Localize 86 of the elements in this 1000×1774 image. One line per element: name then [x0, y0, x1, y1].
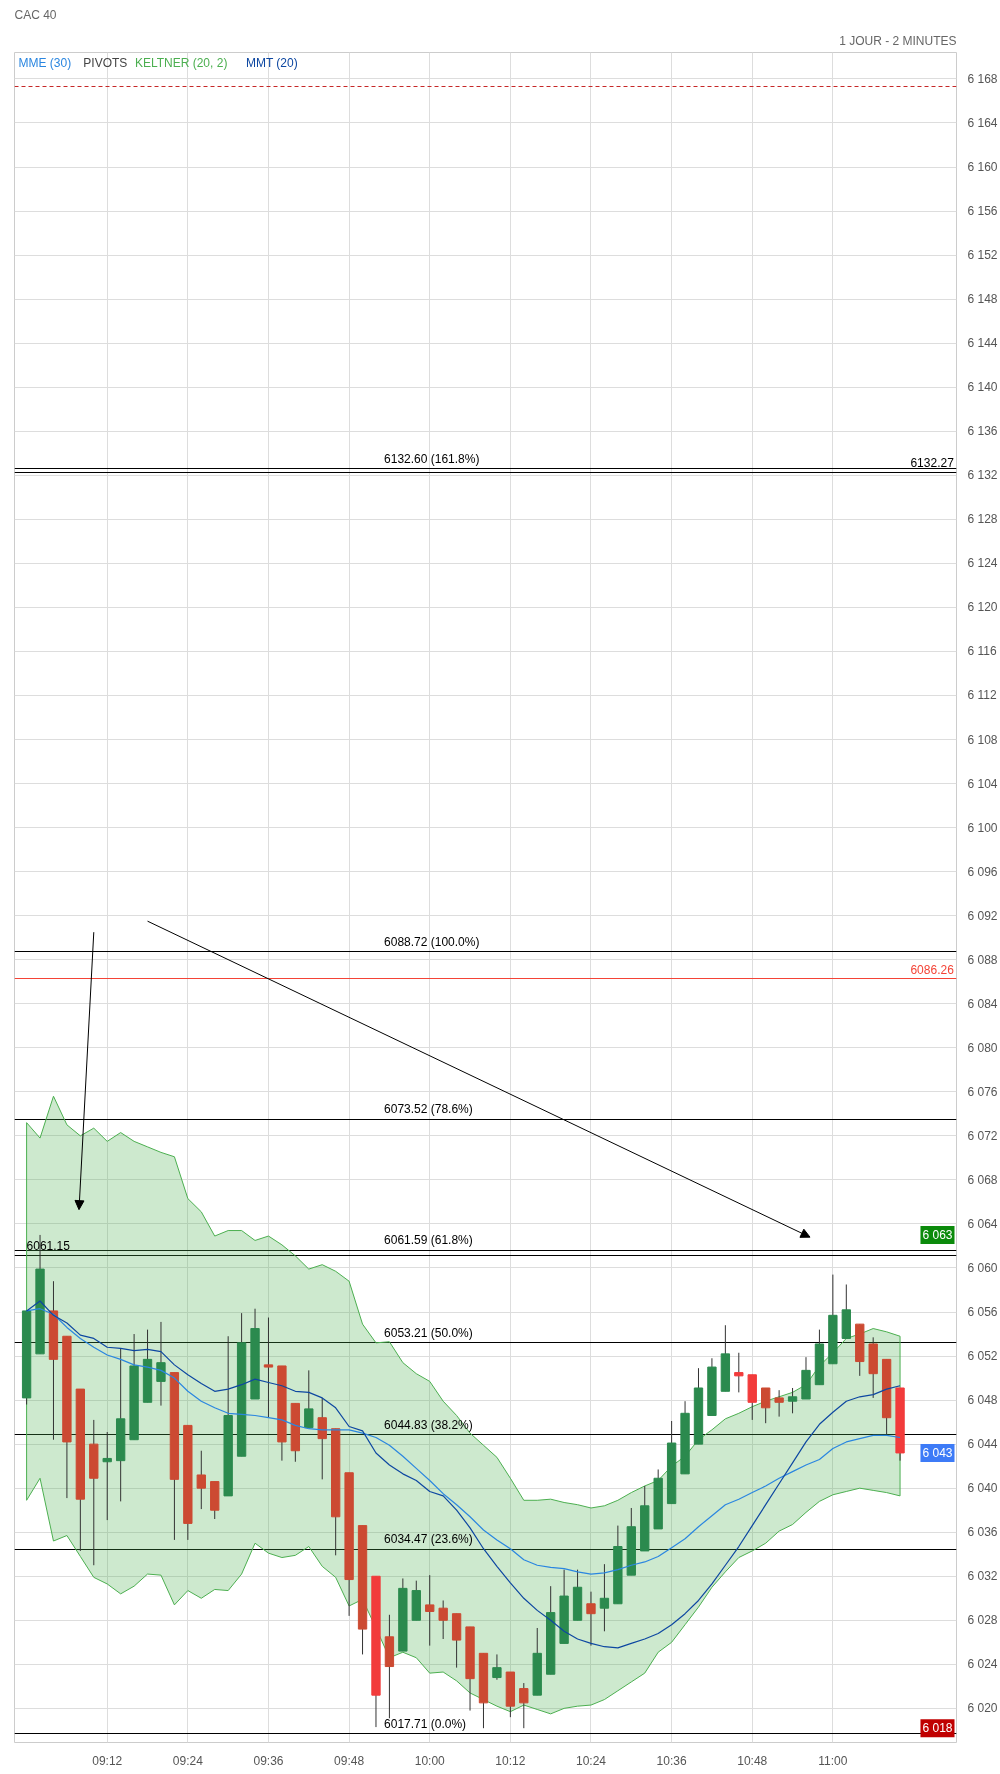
text: MMT (20) — [245, 55, 298, 70]
x-tick-label: 09:48 — [334, 1753, 365, 1768]
y-tick-label: 6 048 — [967, 1393, 998, 1408]
line-series — [25, 1308, 901, 1575]
ref-line-label: 6034.47 (23.6%) — [384, 1532, 473, 1547]
x-tick-label: 11:00 — [818, 1753, 848, 1768]
chart-title: CAC 40 — [14, 7, 57, 22]
text: 6 018 — [922, 1721, 953, 1736]
x-tick-label: 09:24 — [172, 1753, 204, 1768]
candlestick — [438, 1599, 448, 1640]
line-series — [25, 1300, 901, 1649]
ref-line-label: 6044.83 (38.2%) — [384, 1418, 473, 1432]
ref-line-label: 6053.21 (50.0%) — [384, 1325, 473, 1340]
y-tick-label: 6 164 — [967, 115, 998, 130]
ref-line-label: 6073.52 (78.6%) — [384, 1102, 473, 1117]
y-tick-label: 6 076 — [967, 1084, 998, 1099]
candlestick — [761, 1387, 771, 1424]
candlestick — [599, 1563, 610, 1632]
candlestick — [519, 1682, 529, 1729]
y-tick-label: 6 144 — [967, 336, 998, 351]
candlestick — [102, 1431, 112, 1521]
candlestick — [263, 1317, 274, 1419]
candlestick — [586, 1591, 596, 1647]
ref-line-label: 6017.71 (0.0%) — [384, 1716, 467, 1731]
y-tick-label: 6 120 — [967, 600, 998, 615]
y-tick-label: 6 104 — [967, 776, 998, 791]
y-tick-label: 6 020 — [967, 1701, 998, 1716]
ref-line-label: 6088.72 (100.0%) — [384, 934, 480, 949]
candlestick — [492, 1653, 502, 1681]
chart-subtitle: 1 JOUR - 2 MINUTES — [839, 33, 957, 48]
ref-line-label: 6132.27 — [910, 456, 955, 471]
x-tick-label: 10:12 — [495, 1753, 526, 1768]
y-tick-label: 6 060 — [967, 1260, 998, 1275]
candlestick — [304, 1369, 314, 1429]
y-tick-label: 6 032 — [967, 1569, 998, 1584]
x-tick-label: 09:36 — [253, 1753, 284, 1768]
y-tick-label: 6 096 — [967, 864, 998, 879]
x-tick-label: 10:00 — [414, 1753, 446, 1768]
y-tick-label: 6 036 — [967, 1525, 998, 1540]
y-tick-label: 6 088 — [967, 952, 998, 967]
y-tick-label: 6 092 — [967, 908, 998, 923]
text: MME (30) — [18, 55, 72, 70]
candlestick — [787, 1387, 798, 1414]
x-tick-label: 10:48 — [737, 1753, 768, 1768]
y-tick-label: 6 068 — [967, 1172, 998, 1187]
y-tick-label: 6 072 — [967, 1128, 998, 1143]
y-tick-label: 6 168 — [967, 71, 998, 86]
y-tick-label: 6 080 — [967, 1040, 998, 1055]
candlestick — [425, 1574, 435, 1647]
y-tick-label: 6 112 — [967, 688, 997, 703]
y-tick-label: 6 040 — [967, 1481, 998, 1496]
candlestick — [734, 1352, 744, 1393]
candlestick — [156, 1321, 166, 1407]
y-tick-label: 6 028 — [967, 1613, 998, 1628]
ref-line-label: 6132.60 (161.8%) — [384, 451, 480, 466]
y-tick-label: 6 148 — [967, 292, 998, 307]
y-tick-label: 6 108 — [967, 732, 998, 747]
candlestick — [196, 1450, 206, 1510]
annotation: PIVOTS — [83, 55, 128, 70]
candlestick — [317, 1397, 327, 1480]
y-tick-label: 6 052 — [967, 1349, 998, 1364]
y-tick-label: 6 064 — [967, 1216, 998, 1231]
y-tick-label: 6 132 — [967, 468, 998, 483]
x-tick-label: 10:36 — [656, 1753, 687, 1768]
y-tick-label: 6 044 — [967, 1437, 998, 1452]
y-tick-label: 6 136 — [967, 424, 998, 439]
y-tick-label: 6 128 — [967, 512, 998, 527]
y-tick-label: 6 084 — [967, 996, 998, 1011]
y-tick-label: 6 152 — [967, 248, 998, 263]
x-tick-label: 10:24 — [575, 1753, 607, 1768]
x-tick-label: 09:12 — [92, 1753, 123, 1768]
y-tick-label: 6 024 — [967, 1657, 998, 1672]
ref-line-label: 6086.26 — [910, 962, 955, 977]
y-tick-label: 6 100 — [967, 820, 998, 835]
y-tick-label: 6 156 — [967, 204, 998, 219]
y-tick-label: 6 116 — [967, 644, 997, 659]
text: 6 043 — [922, 1445, 953, 1460]
y-tick-label: 6 140 — [967, 380, 998, 395]
y-tick-label: 6 124 — [967, 556, 998, 571]
y-tick-label: 6 056 — [967, 1305, 998, 1320]
y-tick-label: 6 160 — [967, 160, 998, 174]
text: 6 063 — [922, 1227, 953, 1242]
candlestick — [774, 1389, 784, 1418]
legend-label: KELTNER (20, 2) — [134, 55, 228, 70]
ref-line-label: 6061.59 (61.8%) — [384, 1233, 473, 1248]
ref-line-label: 6061.15 — [26, 1239, 71, 1254]
